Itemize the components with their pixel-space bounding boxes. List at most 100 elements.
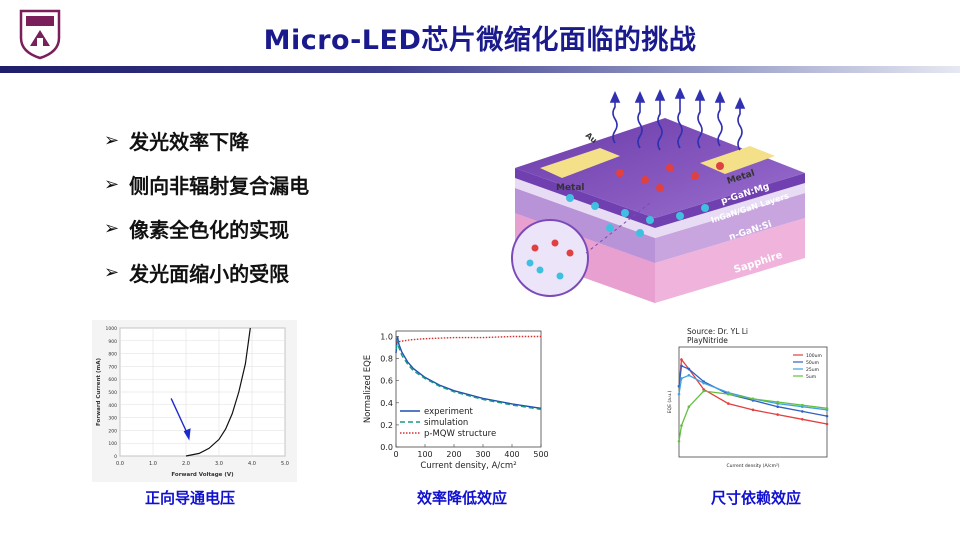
chart-subtitle: PlayNitride: [687, 336, 728, 345]
x-tick-label: 4.0: [248, 461, 256, 467]
y-tick-label: 300: [108, 416, 117, 422]
x-tick-label: 0: [393, 450, 398, 459]
data-point: [776, 405, 779, 409]
caption-eqe: 效率降低效应: [416, 489, 507, 507]
y-axis-label: Normalized EQE: [363, 355, 373, 423]
data-point: [825, 414, 829, 418]
legend-label: 50um: [806, 360, 819, 366]
x-axis-label: Current density (A/cm²): [726, 463, 779, 469]
y-tick-label: 1000: [106, 326, 118, 332]
arrow-bullet-icon: ➢: [104, 217, 120, 239]
bullet-item: ➢ 发光面缩小的受限: [104, 250, 309, 294]
y-tick-label: 800: [108, 352, 117, 358]
y-tick-label: 0.2: [380, 421, 393, 430]
data-point: [687, 373, 691, 377]
metal-left-label: Metal: [556, 183, 585, 193]
y-tick-label: 400: [108, 403, 117, 409]
legend-label: experiment: [424, 407, 473, 417]
arrow-bullet-icon: ➢: [104, 261, 120, 283]
bullet-item: ➢ 发光效率下降: [104, 118, 309, 162]
data-point: [680, 358, 683, 361]
x-axis-label: Current density, A/cm²: [420, 461, 516, 471]
y-tick-label: 600: [108, 377, 117, 383]
data-point: [727, 392, 730, 396]
micro-led-device-illustration: Metal Metal Au p-GaN:Mg InGaN/GaN Layers…: [500, 87, 820, 306]
y-tick-label: 100: [108, 441, 117, 447]
bullet-list: ➢ 发光效率下降 ➢ 侧向非辐射复合漏电 ➢ 像素全色化的实现 ➢ 发光面缩小的受限: [104, 118, 309, 294]
x-tick-label: 500: [533, 450, 548, 459]
legend-label: 100um: [806, 353, 822, 359]
x-tick-label: 2.0: [182, 461, 190, 467]
data-point: [680, 424, 683, 427]
legend-label: simulation: [424, 418, 468, 428]
y-axis-label: EQE (a.u.): [667, 390, 673, 413]
x-tick-label: 0.0: [116, 461, 124, 467]
y-tick-label: 0.0: [380, 443, 393, 452]
x-tick-label: 100: [417, 450, 432, 459]
y-tick-label: 0.4: [380, 399, 393, 408]
data-point: [825, 406, 829, 410]
plot-area: [395, 330, 542, 448]
bullet-label: 发光面缩小的受限: [129, 261, 290, 286]
y-tick-label: 0.8: [380, 355, 393, 364]
data-point: [687, 405, 691, 409]
legend-label: 25um: [806, 367, 819, 373]
data-point: [677, 392, 681, 396]
data-point: [680, 377, 683, 380]
data-point: [702, 381, 705, 385]
bullet-label: 像素全色化的实现: [129, 217, 290, 242]
bullet-label: 发光效率下降: [129, 129, 250, 154]
data-point: [801, 410, 804, 413]
page-title: Micro-LED芯片微缩化面临的挑战: [263, 25, 697, 56]
iv-curve-line: [185, 327, 251, 457]
data-point: [702, 389, 705, 393]
university-logo: [18, 8, 62, 60]
iv-curve-chart: 0.0 1.0 2.0 3.0 4.0 5.0 0 100 200 300 400 500 600 700…: [92, 320, 297, 482]
data-point: [801, 417, 804, 421]
data-point: [727, 402, 730, 405]
x-axis-label: Forward Voltage (V): [171, 472, 234, 478]
bullet-label: 侧向非辐射复合漏电: [129, 173, 310, 198]
y-tick-label: 0: [114, 454, 117, 460]
y-axis-label: Forward Current (mA): [96, 358, 102, 426]
arrow-annotation-icon: [170, 398, 189, 435]
data-point: [801, 403, 804, 407]
y-tick-label: 200: [108, 428, 117, 434]
size-effect-chart: Source: Dr. YL Li PlayNitride 100um 50um 25u…: [665, 325, 835, 480]
data-point: [751, 408, 755, 412]
arrowhead-icon: [183, 428, 191, 441]
x-tick-label: 1.0: [149, 461, 157, 467]
plot-area: [678, 346, 828, 458]
bullet-item: ➢ 侧向非辐射复合漏电: [104, 162, 309, 206]
legend-label: p-MQW structure: [424, 429, 496, 439]
y-tick-label: 1.0: [380, 333, 393, 342]
eqe-droop-chart: 0 100 200 300 400 500 0.0 0.2 0.4 0.6 0.8 1.0 experi…: [360, 325, 555, 475]
data-point: [677, 439, 681, 443]
caption-size: 尺寸依赖效应: [710, 489, 801, 507]
x-tick-label: 400: [504, 450, 519, 459]
y-tick-label: 700: [108, 364, 117, 370]
x-tick-label: 3.0: [215, 461, 223, 467]
series-line: [395, 336, 542, 409]
data-point: [687, 367, 691, 371]
x-tick-label: 200: [446, 450, 461, 459]
data-point: [776, 413, 779, 416]
data-point: [751, 397, 755, 401]
data-point: [776, 400, 779, 404]
title-divider: [0, 66, 960, 73]
legend-label: 5um: [806, 374, 816, 380]
arrow-bullet-icon: ➢: [104, 173, 120, 195]
chart-source: Source: Dr. YL Li: [687, 327, 748, 336]
caption-iv: 正向导通电压: [144, 489, 235, 507]
series-line: [395, 339, 542, 411]
y-tick-label: 500: [108, 390, 117, 396]
y-tick-label: 0.6: [380, 377, 393, 386]
series-line: [395, 335, 541, 343]
x-tick-label: 5.0: [281, 461, 289, 467]
data-point: [680, 364, 683, 368]
bullet-item: ➢ 像素全色化的实现: [104, 206, 309, 250]
arrow-bullet-icon: ➢: [104, 129, 120, 151]
data-point: [825, 422, 829, 426]
x-tick-label: 300: [475, 450, 490, 459]
y-tick-label: 900: [108, 339, 117, 345]
